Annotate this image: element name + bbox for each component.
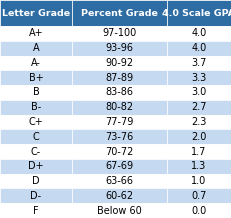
- Bar: [72, 70, 167, 85]
- Bar: [72, 41, 167, 56]
- Bar: [72, 203, 167, 218]
- Bar: [72, 144, 167, 159]
- Text: F: F: [33, 206, 39, 216]
- Text: 83-86: 83-86: [106, 87, 134, 97]
- Bar: [0, 189, 72, 203]
- Bar: [72, 85, 167, 100]
- Text: 63-66: 63-66: [106, 176, 134, 186]
- Text: A+: A+: [29, 28, 43, 38]
- Text: D-: D-: [30, 191, 42, 201]
- Text: 3.0: 3.0: [191, 87, 207, 97]
- Bar: [167, 56, 231, 70]
- Text: 0.0: 0.0: [191, 206, 207, 216]
- Text: Percent Grade: Percent Grade: [81, 9, 158, 17]
- Text: 67-69: 67-69: [105, 161, 134, 171]
- Bar: [0, 100, 72, 115]
- Bar: [0, 129, 72, 144]
- Bar: [0, 26, 72, 41]
- Text: 1.7: 1.7: [191, 146, 207, 157]
- Bar: [167, 41, 231, 56]
- Bar: [0, 56, 72, 70]
- Bar: [0, 159, 72, 174]
- Bar: [0, 41, 72, 56]
- Text: C+: C+: [29, 117, 43, 127]
- Bar: [0, 115, 72, 129]
- Bar: [72, 174, 167, 189]
- Text: C: C: [33, 132, 39, 142]
- Text: 4.0 Scale GPA: 4.0 Scale GPA: [162, 9, 231, 17]
- Text: 4.0: 4.0: [191, 28, 207, 38]
- Bar: [72, 0, 167, 26]
- Text: 2.7: 2.7: [191, 102, 207, 112]
- Text: 1.0: 1.0: [191, 176, 207, 186]
- Text: 93-96: 93-96: [106, 43, 134, 53]
- Bar: [167, 174, 231, 189]
- Bar: [72, 189, 167, 203]
- Text: B-: B-: [31, 102, 41, 112]
- Text: D+: D+: [28, 161, 44, 171]
- Text: 80-82: 80-82: [105, 102, 134, 112]
- Text: 77-79: 77-79: [105, 117, 134, 127]
- Bar: [72, 159, 167, 174]
- Bar: [0, 144, 72, 159]
- Bar: [167, 115, 231, 129]
- Bar: [167, 100, 231, 115]
- Bar: [167, 26, 231, 41]
- Bar: [167, 144, 231, 159]
- Bar: [167, 129, 231, 144]
- Text: C-: C-: [31, 146, 41, 157]
- Text: 4.0: 4.0: [191, 43, 207, 53]
- Bar: [0, 0, 72, 26]
- Bar: [167, 70, 231, 85]
- Text: 3.7: 3.7: [191, 58, 207, 68]
- Bar: [0, 85, 72, 100]
- Bar: [72, 115, 167, 129]
- Text: 87-89: 87-89: [105, 73, 134, 83]
- Text: B+: B+: [29, 73, 43, 83]
- Bar: [72, 129, 167, 144]
- Text: 73-76: 73-76: [105, 132, 134, 142]
- Text: B: B: [33, 87, 39, 97]
- Text: A: A: [33, 43, 39, 53]
- Text: 3.3: 3.3: [191, 73, 207, 83]
- Bar: [0, 174, 72, 189]
- Bar: [167, 189, 231, 203]
- Bar: [167, 203, 231, 218]
- Bar: [72, 26, 167, 41]
- Bar: [72, 100, 167, 115]
- Text: A-: A-: [31, 58, 41, 68]
- Bar: [0, 203, 72, 218]
- Bar: [0, 70, 72, 85]
- Text: 97-100: 97-100: [102, 28, 137, 38]
- Bar: [72, 56, 167, 70]
- Text: 2.3: 2.3: [191, 117, 207, 127]
- Text: 1.3: 1.3: [191, 161, 207, 171]
- Text: Letter Grade: Letter Grade: [2, 9, 70, 17]
- Text: 2.0: 2.0: [191, 132, 207, 142]
- Text: 90-92: 90-92: [105, 58, 134, 68]
- Text: D: D: [32, 176, 40, 186]
- Text: Below 60: Below 60: [97, 206, 142, 216]
- Bar: [167, 85, 231, 100]
- Bar: [167, 159, 231, 174]
- Text: 0.7: 0.7: [191, 191, 207, 201]
- Text: 70-72: 70-72: [105, 146, 134, 157]
- Text: 60-62: 60-62: [105, 191, 134, 201]
- Bar: [167, 0, 231, 26]
